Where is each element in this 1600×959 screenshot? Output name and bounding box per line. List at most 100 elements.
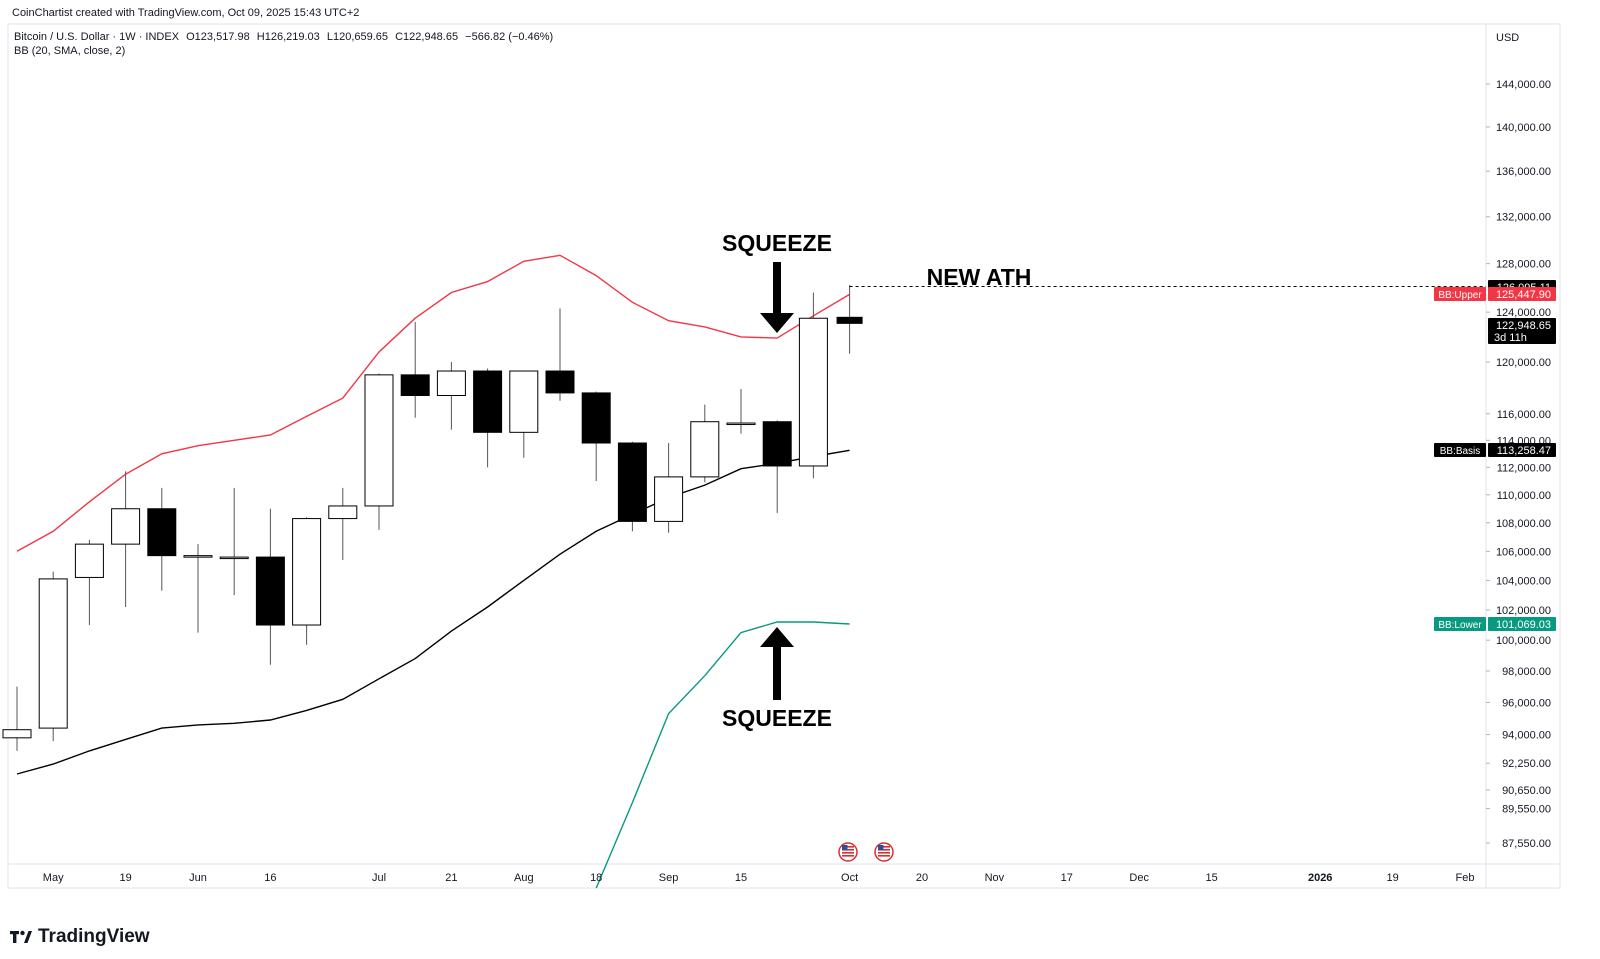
chart-frame [7, 23, 1561, 889]
squeeze-down-arrow-head [760, 313, 794, 333]
time-tick-label: Nov [985, 872, 1005, 884]
bb-basis-line [16, 449, 850, 775]
ohlc-close: C122,948.65 [395, 31, 459, 43]
time-axis[interactable]: May 19 Jun 16 Jul 21 Aug 18 Sep 15 Oct 20 Nov 17 Dec 15… [43, 872, 1475, 884]
us-flag-stripe [842, 849, 854, 851]
price-tick-label: 90,650.00 [1502, 785, 1551, 797]
squeeze-up-arrow-head [760, 627, 794, 647]
price-label-last-countdown: 3d 11h [1494, 332, 1527, 344]
price-tick-label: 102,000.00 [1496, 605, 1551, 617]
price-tick-label: 108,000.00 [1496, 518, 1551, 530]
price-label-lower-bg [1488, 617, 1556, 631]
time-tick-label: Feb [1456, 872, 1475, 884]
candle-body [726, 422, 756, 426]
price-label-last: 122,948.65 [1496, 320, 1551, 332]
ohlc-open: O123,517.98 [186, 31, 250, 43]
price-label-basis-bg [1488, 443, 1556, 457]
candle-body [2, 729, 32, 739]
time-tick-label: 16 [264, 872, 276, 884]
us-flag-event-icon[interactable] [874, 842, 894, 862]
candle-body [292, 518, 322, 626]
series-tag-upper: BB:Upper [1438, 290, 1482, 301]
price-tick-label: 112,000.00 [1497, 462, 1551, 474]
us-flag-stripe [878, 855, 890, 857]
time-tick-label: 17 [1061, 872, 1073, 884]
price-tick-label: 104,000.00 [1496, 575, 1551, 587]
price-tick-label: 116,000.00 [1497, 409, 1551, 421]
candle-body [581, 392, 611, 444]
candle-body [762, 421, 792, 467]
squeeze-up-arrow-shaft [773, 645, 781, 700]
time-tick-label: 20 [916, 872, 928, 884]
price-tick-label: 106,000.00 [1496, 546, 1551, 558]
candle-body [111, 508, 141, 545]
us-flag-stripe [842, 846, 854, 848]
tradingview-logo-icon [10, 930, 32, 943]
economic-events[interactable] [838, 842, 894, 862]
indicator-legend[interactable]: BB (20, SMA, close, 2) [14, 45, 126, 57]
us-flag-stripe [842, 855, 854, 857]
time-tick-label: 19 [119, 872, 131, 884]
candle-body [545, 370, 575, 394]
time-tick-label: 15 [735, 872, 747, 884]
bb-upper-line [16, 254, 850, 552]
price-label-lower: 101,069.03 [1496, 619, 1551, 631]
candle-body [690, 421, 720, 478]
squeeze-bottom-label: SQUEEZE [722, 705, 832, 731]
price-tick-label: 124,000.00 [1496, 307, 1551, 319]
price-axis[interactable]: USD 144,000.00 140,000.00 136,000.00 132,000… [1486, 32, 1551, 850]
time-tick-label: Oct [841, 872, 858, 884]
squeeze-down-arrow-shaft [773, 262, 781, 314]
us-flag-canton [842, 845, 848, 850]
price-tick-label: 98,000.00 [1502, 666, 1551, 678]
candle-body [364, 374, 394, 507]
price-tick-label: 87,550.00 [1502, 838, 1551, 850]
price-tick-label: 144,000.00 [1496, 79, 1551, 91]
candle-body [74, 543, 104, 578]
price-tick-label: 128,000.00 [1496, 259, 1551, 271]
candle-body [436, 370, 466, 397]
time-tick-label: 18 [590, 872, 602, 884]
us-flag-stripe [878, 852, 890, 854]
bb-lower-line [595, 621, 850, 889]
bollinger-bands [16, 254, 850, 889]
price-tick-label: 136,000.00 [1496, 166, 1551, 178]
price-label-upper: 125,447.90 [1496, 289, 1551, 301]
series-tag-upper-bg [1434, 287, 1486, 301]
ohlc-low: L120,659.65 [326, 31, 389, 43]
time-tick-label: 21 [445, 872, 457, 884]
price-labels: 126,095.11125,447.90BB:Upper122,948.653d… [1434, 280, 1556, 631]
candle-body [654, 476, 684, 522]
series-tag-lower-bg [1434, 617, 1486, 631]
candle-body [183, 555, 213, 558]
time-tick-label: Sep [659, 872, 679, 884]
tradingview-logo: TradingView [10, 926, 150, 948]
candle-body [147, 508, 177, 557]
us-flag-event-icon[interactable] [838, 842, 858, 862]
price-tick-label: 140,000.00 [1496, 122, 1551, 134]
price-tick-label: 94,000.00 [1502, 730, 1551, 742]
candle-body [617, 442, 647, 522]
price-tick-label: 110,000.00 [1497, 490, 1551, 502]
candle-body [473, 370, 503, 433]
time-tick-label: Jun [189, 872, 207, 884]
candle-body [400, 374, 430, 397]
series-tag-basis-bg [1434, 443, 1486, 457]
candle-body [328, 505, 358, 520]
time-tick-label: 15 [1205, 872, 1217, 884]
tradingview-logo-text: TradingView [38, 926, 150, 947]
price-label-basis: 113,258.47 [1497, 445, 1551, 457]
currency-label: USD [1496, 32, 1519, 44]
price-tick-label: 96,000.00 [1502, 697, 1551, 709]
chart-border [7, 23, 1561, 889]
us-flag-stripe [842, 852, 854, 854]
price-tick-label: 89,550.00 [1502, 804, 1551, 816]
time-tick-label: May [43, 872, 64, 884]
price-label-upper-bg [1488, 287, 1556, 301]
us-flag-stripe [878, 846, 890, 848]
price-label-last-bg [1488, 318, 1556, 344]
symbol-name[interactable]: Bitcoin / U.S. Dollar · 1W · INDEX [14, 31, 180, 43]
price-tick-label: 132,000.00 [1496, 212, 1551, 224]
candle-body [219, 556, 249, 560]
